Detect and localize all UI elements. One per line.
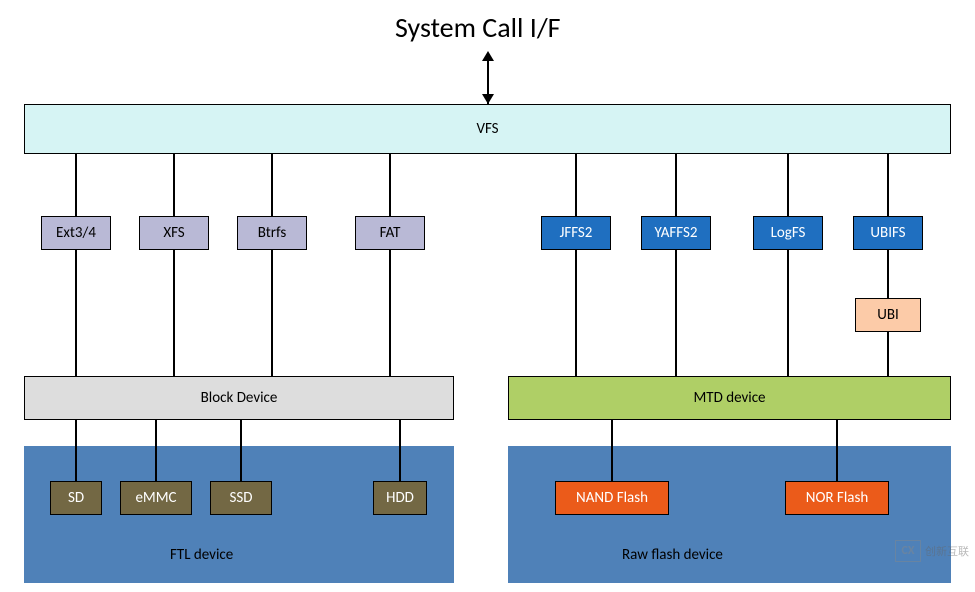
fs-label: UBIFS <box>870 224 905 242</box>
mtd-device-label: MTD device <box>693 389 765 407</box>
dev-emmc-box: eMMC <box>120 481 192 515</box>
fs-label: Ext3/4 <box>56 224 96 242</box>
dev-label: NAND Flash <box>576 489 648 507</box>
dev-label: HDD <box>386 489 414 507</box>
dev-nand-box: NAND Flash <box>555 481 669 515</box>
fs-label: LogFS <box>771 224 806 242</box>
dev-label: SSD <box>229 489 252 507</box>
connector-line <box>887 250 889 298</box>
connector-line <box>575 154 577 216</box>
dev-label: NOR Flash <box>806 489 868 507</box>
block-device-label: Block Device <box>201 389 278 407</box>
fs-btrfs-box: Btrfs <box>237 216 307 250</box>
ubi-label: UBI <box>877 306 899 324</box>
block-device-box: Block Device <box>24 376 454 420</box>
diagram-canvas: System Call I/F VFS Ext3/4 XFS Btrfs FAT… <box>0 0 975 592</box>
connector-line <box>75 420 77 481</box>
fs-yaffs2-box: YAFFS2 <box>641 216 711 250</box>
fs-label: FAT <box>380 224 401 242</box>
connector-line <box>155 420 157 481</box>
fs-ubifs-box: UBIFS <box>853 216 923 250</box>
mtd-device-box: MTD device <box>508 376 951 420</box>
watermark-logo-icon: CX <box>895 540 921 562</box>
connector-line <box>575 250 577 376</box>
connector-line <box>887 332 889 376</box>
fs-jffs2-box: JFFS2 <box>541 216 611 250</box>
watermark: CX 创新互联 <box>895 540 969 562</box>
connector-line <box>787 154 789 216</box>
ftl-region-label: FTL device <box>170 546 233 564</box>
vfs-box: VFS <box>24 104 951 154</box>
fs-label: Btrfs <box>258 224 287 242</box>
connector-line <box>675 250 677 376</box>
dev-sd-box: SD <box>50 481 102 515</box>
fs-label: YAFFS2 <box>655 224 698 242</box>
fs-ext34-box: Ext3/4 <box>41 216 111 250</box>
dev-label: SD <box>68 489 84 507</box>
fs-fat-box: FAT <box>355 216 425 250</box>
watermark-text: 创新互联 <box>925 543 969 559</box>
arrow-down-icon <box>482 94 494 104</box>
fs-xfs-box: XFS <box>139 216 209 250</box>
connector-line <box>173 154 175 216</box>
dev-hdd-box: HDD <box>373 481 427 515</box>
fs-logfs-box: LogFS <box>753 216 823 250</box>
connector-line <box>240 420 242 481</box>
dev-label: eMMC <box>135 489 176 507</box>
connector-line <box>75 154 77 216</box>
connector-line <box>787 250 789 376</box>
connector-line <box>271 154 273 216</box>
vfs-label: VFS <box>476 120 498 138</box>
connector-line <box>836 420 838 481</box>
ubi-box: UBI <box>855 298 921 332</box>
connector-line <box>675 154 677 216</box>
connector-line <box>173 250 175 376</box>
connector-line <box>75 250 77 376</box>
dev-ssd-box: SSD <box>210 481 272 515</box>
connector-line <box>399 420 401 481</box>
connector-line <box>611 420 613 481</box>
rawflash-region-label: Raw flash device <box>622 546 723 564</box>
connector-line <box>271 250 273 376</box>
diagram-title: System Call I/F <box>395 10 561 45</box>
connector-line <box>389 250 391 376</box>
arrow-up-icon <box>482 51 494 61</box>
fs-label: XFS <box>163 224 184 242</box>
dev-nor-box: NOR Flash <box>785 481 889 515</box>
connector-line <box>389 154 391 216</box>
fs-label: JFFS2 <box>560 224 593 242</box>
connector-line <box>887 154 889 216</box>
